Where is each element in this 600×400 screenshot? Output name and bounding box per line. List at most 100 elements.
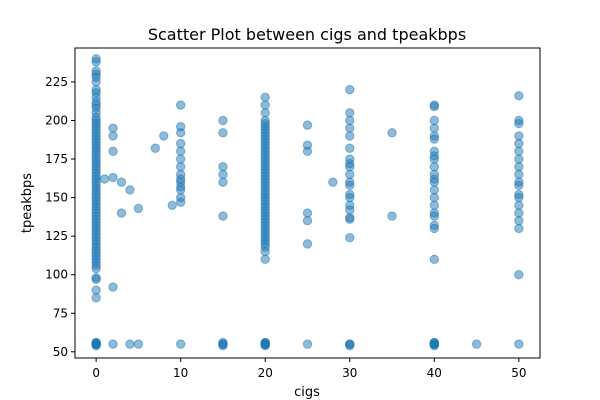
data-point — [345, 169, 355, 180]
data-point — [514, 223, 524, 234]
data-point — [387, 211, 397, 221]
data-point — [429, 192, 440, 203]
data-point — [345, 233, 355, 243]
data-point — [91, 285, 101, 295]
data-point — [218, 128, 228, 138]
x-tick-label: 30 — [342, 366, 357, 380]
data-point — [429, 339, 440, 349]
data-point — [345, 205, 355, 215]
data-point — [175, 339, 186, 349]
data-point — [125, 185, 135, 195]
data-point — [91, 339, 101, 349]
data-point — [175, 128, 186, 138]
data-point — [302, 120, 313, 130]
x-tick-label: 50 — [511, 366, 526, 380]
data-point — [91, 293, 101, 303]
data-point — [429, 101, 440, 112]
data-point — [429, 154, 440, 164]
data-point — [218, 115, 228, 126]
chart-title: Scatter Plot between cigs and tpeakbps — [148, 25, 466, 44]
data-point — [429, 200, 440, 211]
data-point — [175, 154, 186, 164]
x-tick-label: 10 — [173, 366, 188, 380]
data-point — [345, 143, 355, 153]
data-point — [514, 180, 524, 190]
data-point — [302, 216, 313, 226]
data-point — [108, 282, 118, 292]
data-point — [514, 146, 524, 157]
data-point — [302, 146, 313, 157]
data-point — [260, 108, 270, 118]
data-point — [429, 115, 440, 126]
data-point — [175, 162, 186, 172]
data-point — [471, 339, 482, 349]
data-point — [91, 57, 101, 67]
data-point — [345, 162, 355, 172]
data-point — [260, 100, 270, 110]
y-axis-label: tpeakbps — [20, 173, 35, 233]
data-point — [99, 174, 110, 184]
data-point — [514, 270, 524, 280]
data-point — [91, 263, 101, 274]
data-point — [514, 162, 524, 172]
data-point — [514, 339, 524, 349]
y-tick-label: 225 — [45, 75, 68, 89]
y-tick-label: 150 — [45, 191, 68, 205]
data-point — [108, 123, 118, 133]
data-point — [175, 185, 186, 195]
data-point — [218, 177, 228, 187]
data-point — [260, 339, 270, 349]
data-point — [429, 177, 440, 187]
y-tick-label: 50 — [53, 345, 68, 359]
data-point — [429, 223, 440, 234]
data-point — [345, 131, 355, 141]
data-point — [514, 216, 524, 226]
data-point — [91, 274, 101, 285]
data-point — [116, 208, 127, 218]
y-tick-label: 75 — [53, 306, 68, 320]
data-point — [218, 162, 228, 172]
data-point — [175, 138, 186, 149]
x-axis-ticks: 0 10 20 30 40 50 — [92, 358, 527, 380]
data-points — [91, 54, 524, 351]
data-point — [514, 138, 524, 149]
data-point — [345, 123, 355, 133]
data-point — [91, 77, 101, 87]
data-point — [150, 143, 161, 153]
data-point — [345, 180, 355, 190]
data-point — [175, 146, 186, 157]
data-point — [125, 339, 135, 349]
x-tick-label: 20 — [258, 366, 273, 380]
data-point — [429, 185, 440, 195]
data-point — [345, 192, 355, 203]
data-point — [345, 214, 355, 224]
data-point — [345, 84, 355, 95]
data-point — [302, 339, 313, 349]
data-point — [218, 339, 228, 349]
data-point — [514, 200, 524, 211]
data-point — [167, 200, 177, 211]
y-tick-label: 200 — [45, 113, 68, 127]
plot-area-frame — [74, 47, 541, 359]
data-point — [302, 239, 313, 249]
data-point — [175, 100, 186, 110]
data-point — [108, 172, 118, 183]
data-point — [175, 197, 186, 207]
data-point — [108, 339, 118, 349]
data-point — [218, 169, 228, 180]
data-point — [429, 211, 440, 221]
y-tick-label: 125 — [45, 229, 68, 243]
data-point — [345, 108, 355, 118]
data-point — [514, 118, 524, 129]
data-point — [108, 146, 118, 157]
data-point — [260, 246, 270, 257]
y-tick-label: 175 — [45, 152, 68, 166]
data-point — [260, 254, 270, 264]
x-tick-label: 0 — [92, 366, 100, 380]
data-point — [429, 162, 440, 172]
data-point — [345, 115, 355, 126]
y-axis-ticks: 50 75 100 125 150 175 200 225 — [45, 75, 75, 359]
data-point — [514, 169, 524, 180]
